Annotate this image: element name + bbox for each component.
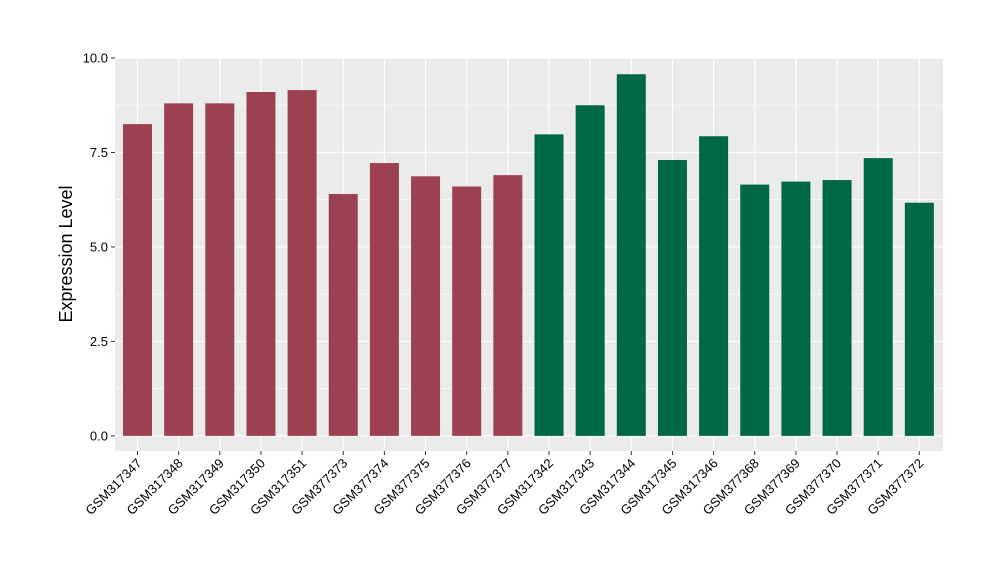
bar-GSM317347 bbox=[123, 124, 152, 436]
bar-GSM317351 bbox=[287, 90, 317, 436]
bar-GSM317350 bbox=[246, 92, 276, 436]
bar-GSM317345 bbox=[657, 160, 687, 436]
bar-GSM377368 bbox=[740, 184, 770, 436]
bar-GSM317343 bbox=[575, 105, 605, 436]
bar-GSM377377 bbox=[493, 175, 523, 436]
bar-GSM317346 bbox=[699, 136, 729, 436]
bar-GSM377375 bbox=[411, 176, 441, 436]
bar-GSM377372 bbox=[904, 202, 934, 436]
bar-GSM377370 bbox=[822, 180, 852, 436]
x-axis: GSM317347GSM317348GSM317349GSM317350GSM3… bbox=[82, 451, 926, 518]
bar-GSM317344 bbox=[616, 74, 646, 436]
bar-GSM377369 bbox=[781, 181, 811, 436]
y-axis: 0.0 2.5 5.0 7.5 10.0 bbox=[83, 51, 115, 443]
bar-GSM377371 bbox=[863, 158, 893, 436]
y-axis-title: Expression Level bbox=[56, 185, 76, 322]
y-tick-label: 5.0 bbox=[90, 239, 108, 254]
bar-GSM377374 bbox=[369, 163, 399, 436]
y-tick-label: 0.0 bbox=[90, 428, 108, 443]
bar-GSM317342 bbox=[534, 134, 564, 436]
y-tick-label: 7.5 bbox=[90, 145, 108, 160]
bar-GSM377373 bbox=[328, 194, 358, 436]
bar-GSM317349 bbox=[205, 103, 235, 436]
y-tick-label: 2.5 bbox=[90, 334, 108, 349]
plot-panel bbox=[115, 58, 943, 451]
bar-GSM377376 bbox=[452, 186, 482, 436]
bar-GSM317348 bbox=[164, 103, 194, 436]
bars-group bbox=[123, 74, 934, 436]
y-tick-label: 10.0 bbox=[83, 51, 108, 66]
